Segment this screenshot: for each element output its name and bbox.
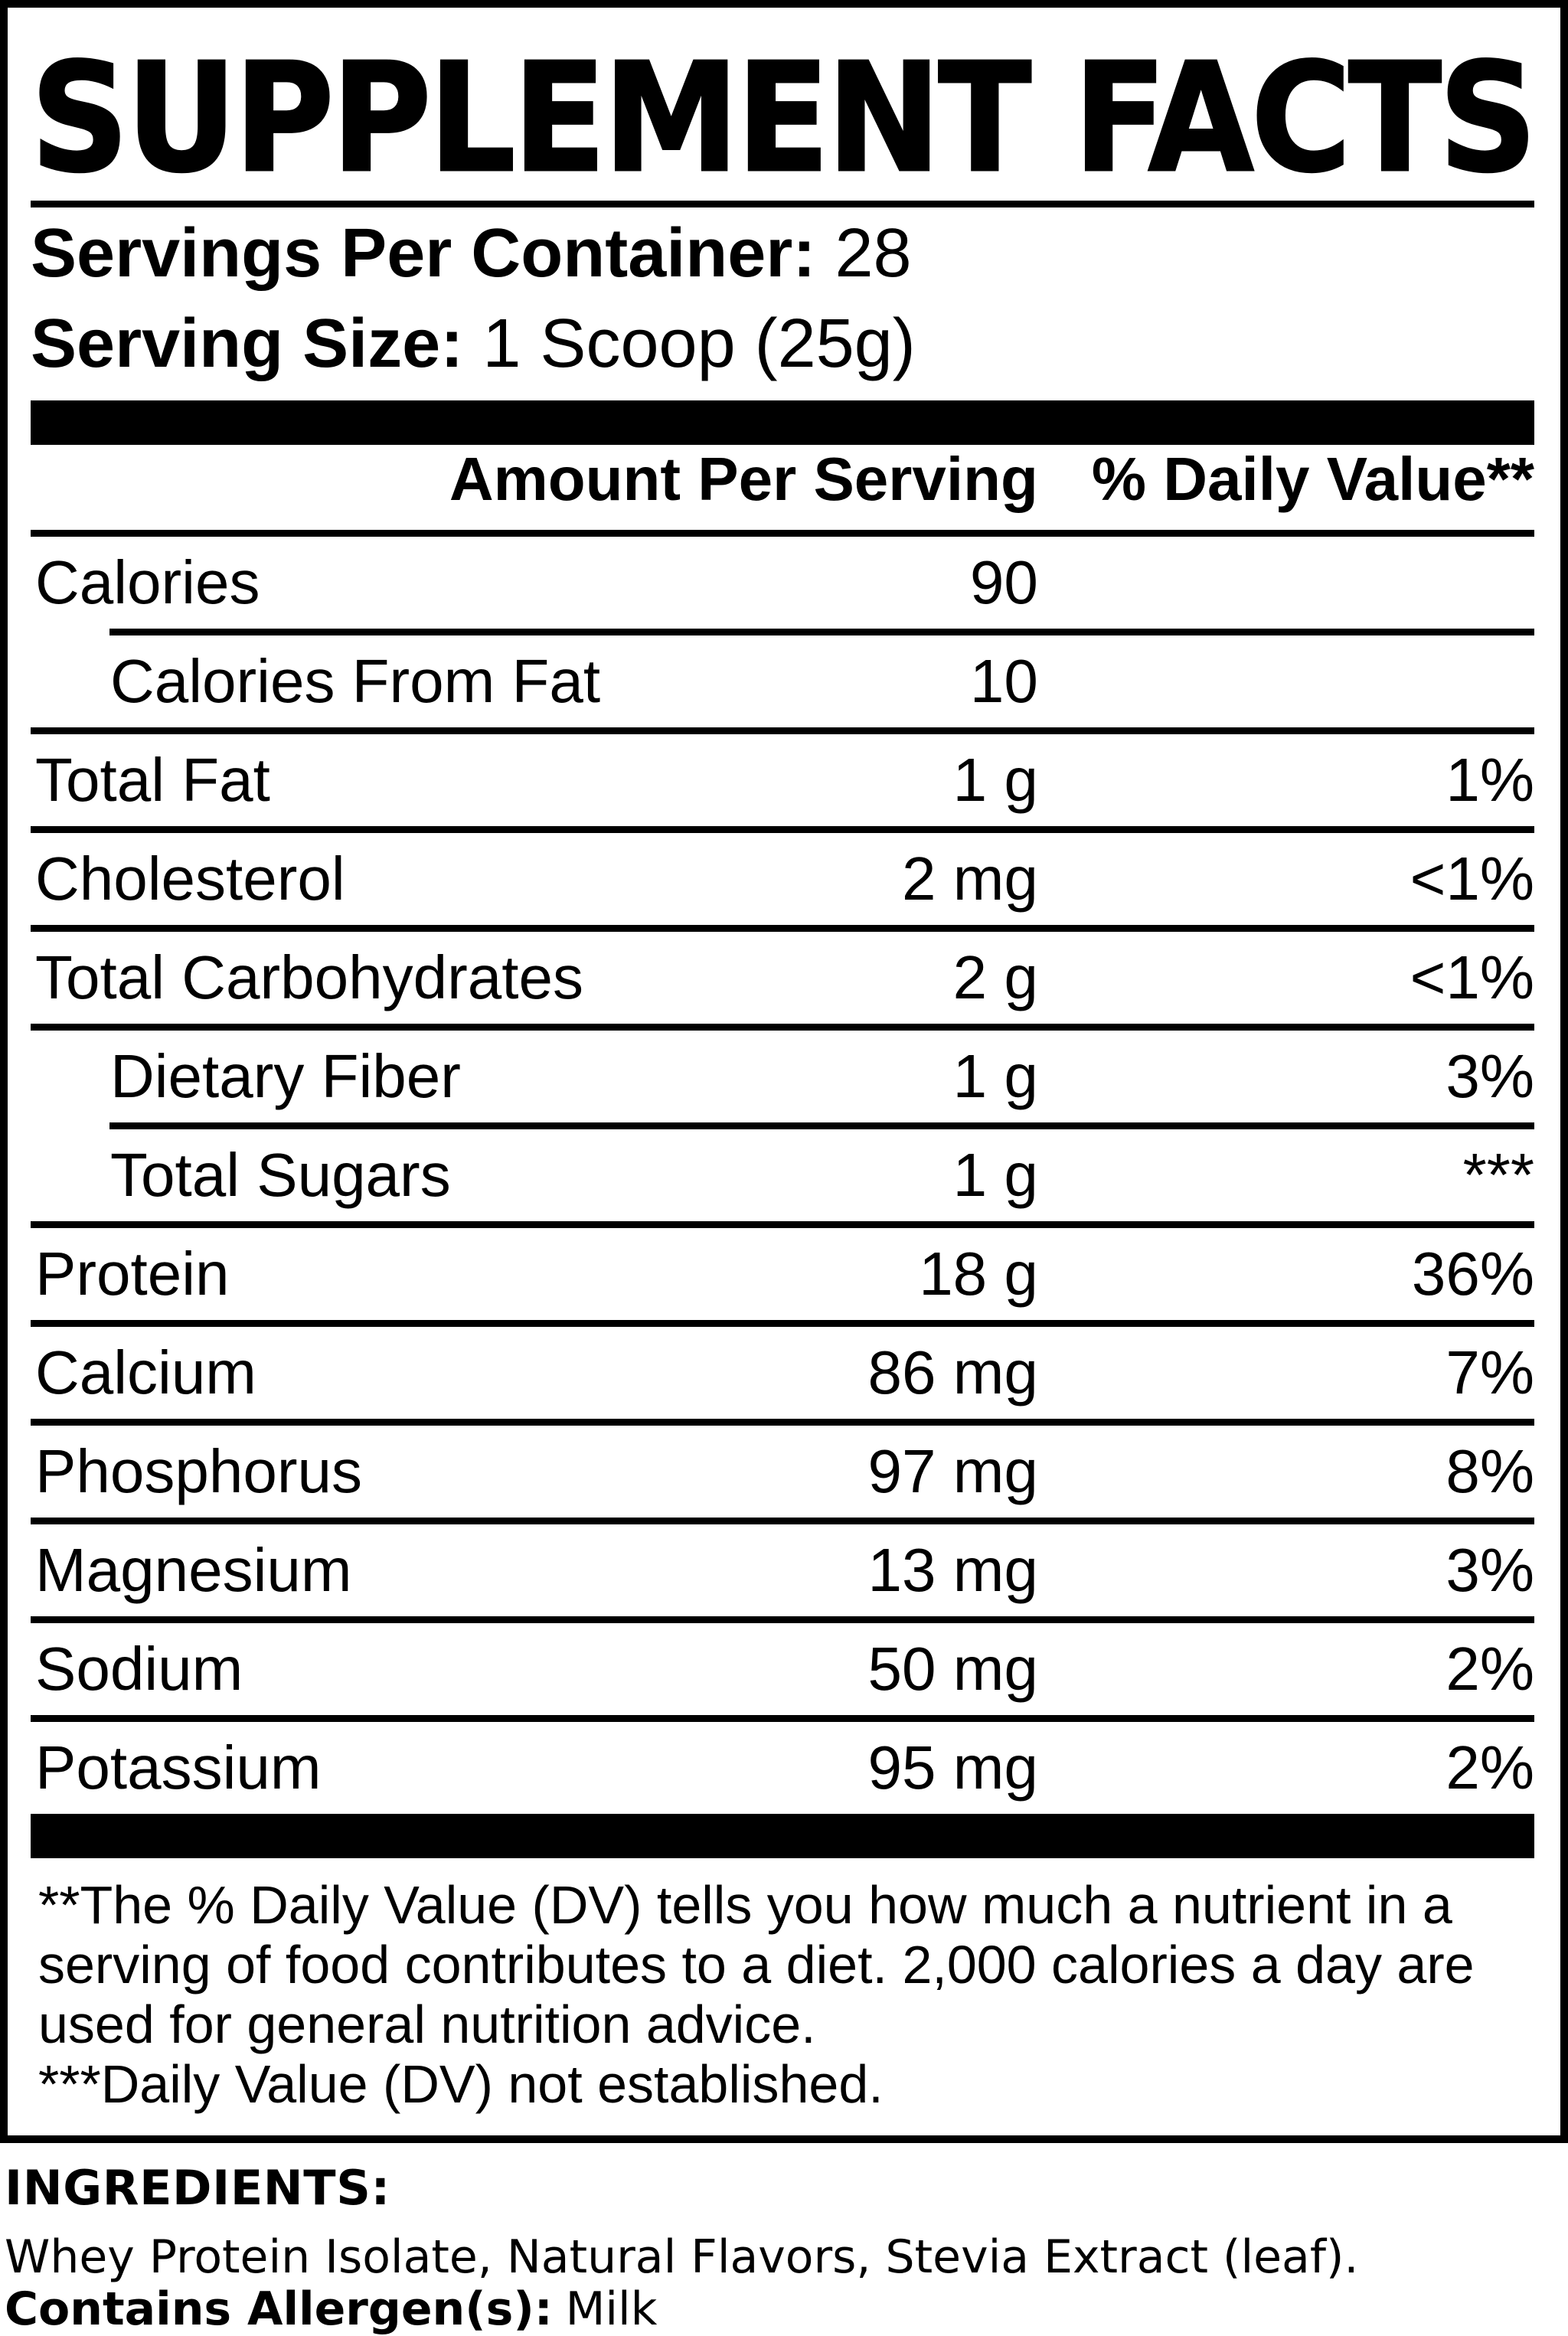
nutrient-daily-value: 3% [1446, 1042, 1534, 1110]
nutrient-amount: 2 mg [902, 845, 1038, 913]
section-bar-top [31, 400, 1534, 445]
footnote-daily-value: **The % Daily Value (DV) tells you how m… [38, 1875, 1475, 2054]
footnotes: **The % Daily Value (DV) tells you how m… [31, 1875, 1534, 2135]
panel-title-wrap: SUPPLEMENT FACTS [30, 8, 1538, 206]
supplement-facts-panel: SUPPLEMENT FACTS Servings Per Container:… [0, 0, 1568, 2143]
nutrient-row: Protein 18 g 36% [31, 1228, 1534, 1320]
nutrient-name: Sodium [35, 1635, 243, 1703]
nutrient-row: Sodium 50 mg 2% [31, 1623, 1534, 1715]
ingredients-heading: INGREDIENTS: [5, 2160, 390, 2216]
nutrient-amount: 13 mg [867, 1536, 1038, 1604]
nutrient-name: Total Fat [35, 746, 270, 814]
column-header-daily-value: % Daily Value** [1091, 445, 1534, 513]
nutrient-daily-value: 36% [1411, 1240, 1534, 1308]
servings-per-container-line: Servings Per Container: 28 [31, 218, 1534, 289]
serving-size-line: Serving Size: 1 Scoop (25g) [31, 309, 1534, 379]
nutrient-daily-value: *** [1462, 1141, 1534, 1209]
row-separator [31, 1616, 1534, 1623]
nutrient-name: Potassium [35, 1733, 322, 1802]
section-bar-bottom [31, 1814, 1534, 1858]
table-header-row: Amount Per Serving % Daily Value** [31, 445, 1534, 537]
nutrient-amount: 95 mg [867, 1733, 1038, 1802]
nutrient-name: Total Sugars [110, 1141, 451, 1209]
nutrient-table: Calories 90 Calories From Fat 10 Total F… [31, 537, 1534, 1814]
allergen-line: Contains Allergen(s): Milk [5, 2284, 1545, 2334]
allergen-label: Contains Allergen(s): [5, 2282, 553, 2336]
nutrient-amount: 1 g [952, 1141, 1038, 1209]
nutrient-name: Dietary Fiber [110, 1042, 461, 1110]
nutrient-name: Cholesterol [35, 845, 345, 913]
servings-per-container-label: Servings Per Container: [31, 215, 816, 292]
row-separator [31, 826, 1534, 833]
row-separator [31, 1715, 1534, 1722]
nutrient-row: Dietary Fiber 1 g 3% [31, 1031, 1534, 1122]
nutrient-name: Protein [35, 1240, 230, 1308]
nutrient-daily-value: <1% [1410, 845, 1534, 913]
row-separator [31, 925, 1534, 932]
nutrient-daily-value: 2% [1446, 1733, 1534, 1802]
nutrient-row: Magnesium 13 mg 3% [31, 1524, 1534, 1616]
nutrient-amount: 1 g [952, 1042, 1038, 1110]
nutrient-row: Cholesterol 2 mg <1% [31, 833, 1534, 925]
row-separator [31, 1024, 1534, 1031]
nutrient-name: Phosphorus [35, 1437, 362, 1505]
row-separator [109, 629, 1534, 635]
row-separator [31, 1518, 1534, 1524]
serving-size-value: 1 Scoop (25g) [482, 305, 916, 382]
nutrient-row: Total Fat 1 g 1% [31, 734, 1534, 826]
nutrient-amount: 97 mg [867, 1437, 1038, 1505]
row-separator [31, 1419, 1534, 1426]
row-separator [31, 1320, 1534, 1327]
nutrient-daily-value: 1% [1446, 746, 1534, 814]
nutrient-name: Calories From Fat [110, 647, 601, 715]
row-separator [31, 727, 1534, 734]
nutrient-amount: 86 mg [867, 1338, 1038, 1407]
nutrient-name: Calories [35, 548, 260, 616]
panel-title: SUPPLEMENT FACTS [30, 31, 1538, 206]
nutrient-amount: 90 [969, 548, 1038, 616]
nutrient-amount: 50 mg [867, 1635, 1038, 1703]
nutrient-row: Total Carbohydrates 2 g <1% [31, 932, 1534, 1024]
nutrient-daily-value: 8% [1446, 1437, 1534, 1505]
row-separator [109, 1122, 1534, 1129]
ingredients-section: INGREDIENTS: Whey Protein Isolate, Natur… [0, 2143, 1568, 2335]
nutrient-row: Total Sugars 1 g *** [31, 1129, 1534, 1221]
nutrient-amount: 18 g [919, 1240, 1038, 1308]
serving-size-label: Serving Size: [31, 305, 464, 382]
nutrient-daily-value: 3% [1446, 1536, 1534, 1604]
nutrient-row: Calcium 86 mg 7% [31, 1327, 1534, 1419]
nutrient-name: Total Carbohydrates [35, 943, 583, 1011]
nutrient-name: Calcium [35, 1338, 256, 1407]
nutrient-name: Magnesium [35, 1536, 352, 1604]
nutrient-row: Phosphorus 97 mg 8% [31, 1426, 1534, 1518]
footnote-dv-not-established: ***Daily Value (DV) not established. [38, 2054, 884, 2114]
nutrient-row: Calories 90 [31, 537, 1534, 629]
ingredients-list: Whey Protein Isolate, Natural Flavors, S… [5, 2230, 1359, 2284]
allergen-value: Milk [565, 2282, 658, 2336]
servings-per-container-value: 28 [835, 215, 912, 292]
nutrient-row: Potassium 95 mg 2% [31, 1722, 1534, 1814]
nutrient-amount: 2 g [952, 943, 1038, 1011]
row-separator [31, 1221, 1534, 1228]
nutrient-daily-value: 7% [1446, 1338, 1534, 1407]
column-header-amount-per-serving: Amount Per Serving [449, 445, 1038, 513]
nutrient-daily-value: 2% [1446, 1635, 1534, 1703]
nutrient-row: Calories From Fat 10 [31, 635, 1534, 727]
nutrient-daily-value: <1% [1410, 943, 1534, 1011]
title-divider [31, 201, 1534, 207]
nutrient-amount: 10 [969, 647, 1038, 715]
nutrient-amount: 1 g [952, 746, 1038, 814]
